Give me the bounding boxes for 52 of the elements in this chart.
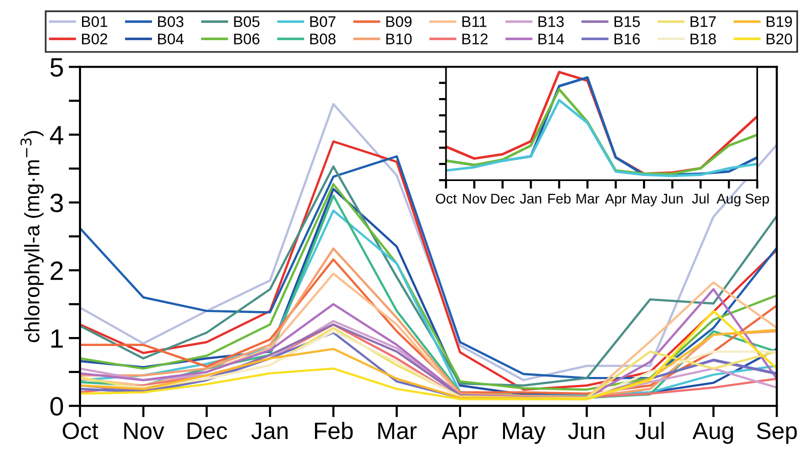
x-tick-label: Feb — [548, 193, 571, 204]
x-tick-label: Jun — [568, 422, 604, 440]
x-tick-label: Apr — [442, 422, 478, 444]
x-tick-label: Dec — [491, 194, 515, 204]
x-tick-label: Oct — [62, 422, 98, 440]
x-tick-label: Jan — [251, 422, 288, 440]
x-tick-label: Jul — [635, 422, 664, 440]
legend-label: B02 — [82, 34, 108, 44]
x-tick-label: Dec — [188, 422, 228, 440]
legend-label: B17 — [690, 16, 716, 27]
x-tick-label: Aug — [716, 194, 740, 206]
x-tick-label: Oct — [436, 194, 457, 204]
x-tick-label: Jul — [692, 193, 709, 204]
x-tick-label: Nov — [124, 422, 164, 440]
y-tick-label: 4 — [50, 126, 64, 144]
legend-label: B19 — [766, 16, 792, 28]
legend-label: B12 — [462, 34, 488, 44]
legend-label: B04 — [158, 34, 184, 44]
legend-label: B14 — [538, 34, 564, 44]
x-tick-label: Nov — [463, 194, 487, 204]
legend-label: B01 — [82, 16, 108, 28]
x-tick-label: Aug — [692, 422, 733, 444]
legend-label: B08 — [310, 34, 336, 44]
legend-label: B18 — [690, 34, 716, 44]
x-tick-label: Apr — [604, 194, 626, 206]
legend-label: B10 — [386, 34, 412, 44]
x-tick-label: Mar — [378, 422, 417, 440]
x-tick-label: Sep — [756, 422, 797, 444]
legend-label: B15 — [614, 16, 640, 28]
y-tick-label: 3 — [50, 194, 63, 212]
legend-label: B09 — [386, 16, 412, 28]
x-tick-label: Mar — [576, 194, 600, 204]
x-tick-label: Jun — [661, 194, 683, 204]
legend-label: B11 — [462, 16, 486, 27]
y-tick-label: 2 — [50, 261, 63, 280]
y-tick-label: 0 — [50, 396, 63, 416]
line-series — [80, 103, 777, 382]
legend-label: B05 — [234, 16, 260, 28]
legend-label: B06 — [234, 34, 260, 44]
y-tick-label: 1 — [51, 329, 63, 348]
legend-label: B16 — [614, 34, 640, 44]
x-tick-label: May — [503, 422, 546, 444]
x-tick-label: Feb — [314, 422, 353, 440]
x-tick-label: May — [632, 194, 658, 206]
x-tick-label: Sep — [745, 194, 769, 206]
legend-label: B03 — [158, 16, 184, 28]
legend-label: B07 — [310, 16, 336, 28]
legend-label: B20 — [766, 34, 792, 44]
y-axis-title: chlorophyll-a (mg·m$^{−3}$) — [20, 131, 44, 342]
y-tick-label: 5 — [50, 58, 63, 77]
x-tick-label: Jan — [520, 194, 542, 204]
legend-label: B13 — [538, 16, 564, 28]
